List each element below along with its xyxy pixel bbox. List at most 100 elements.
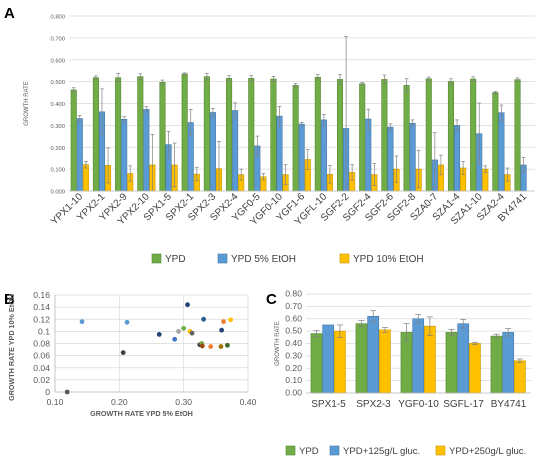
y-tick-label: 0.200 — [50, 146, 65, 152]
bar-ypd — [470, 78, 477, 192]
legend-swatch-ypd-250g-l-gluc- — [435, 445, 446, 456]
y-tick-label: 0.04 — [33, 363, 50, 373]
scatter-point — [208, 344, 214, 349]
scatter-point — [228, 317, 234, 323]
scatter-point — [181, 325, 187, 331]
y-tick-label: 0.12 — [33, 314, 50, 324]
chart-c: 0.00 0.10 0.20 0.30 0.40 0.50 0.60 0.70 0.80 GROW… — [275, 289, 531, 457]
x-tick-label: BY4741 — [491, 399, 527, 410]
y-tick-label: 0.100 — [50, 168, 65, 174]
bar-ypd — [425, 78, 432, 192]
panel-label-b: B — [4, 291, 15, 308]
bar-ypd-250g-l-gluc- — [514, 360, 526, 394]
y-tick-label: 0.80 — [285, 289, 302, 299]
scatter-point — [221, 319, 226, 325]
y-tick-label: 0.70 — [285, 301, 302, 311]
bar-ypd — [248, 78, 255, 192]
y-axis-title: GROWTH RATE — [24, 81, 30, 126]
bar-ypd-250g-l-gluc- — [379, 329, 391, 394]
y-tick-label: 0.300 — [50, 124, 65, 130]
legend-label: YPD 5% EtOH — [231, 254, 296, 265]
x-tick-label: SPX1-5 — [311, 399, 346, 410]
bar-ypd-5-etoh — [320, 119, 327, 192]
x-tick-label: 0.30 — [175, 397, 192, 407]
legend-swatch-ypd-10-etoh — [339, 253, 350, 264]
bar-ypd-10-etoh — [82, 164, 89, 192]
bar-ypd-5-etoh — [387, 126, 394, 192]
bar-ypd — [314, 76, 321, 192]
legend-swatch-ypd-5-etoh — [217, 253, 228, 264]
x-tick-label: 0.40 — [240, 397, 257, 407]
x-tick-label: SGFL-17 — [443, 399, 484, 410]
legend-label: YPD — [299, 446, 319, 457]
bar-ypd-5-etoh — [276, 115, 283, 192]
legend-label: YPD — [165, 254, 186, 265]
bar-ypd — [115, 77, 122, 192]
scatter-point — [225, 342, 230, 348]
y-tick-label: 0.500 — [50, 80, 65, 86]
x-tick-label: 0.20 — [111, 397, 128, 407]
y-tick-label: 0.06 — [33, 351, 50, 361]
x-tick-label: 0.10 — [47, 397, 64, 407]
y-tick-label: 0.60 — [285, 313, 302, 323]
scatter-point — [219, 327, 225, 333]
scatter-point — [124, 319, 130, 325]
bar-ypd-250g-l-gluc- — [424, 325, 436, 394]
bar-ypd-5-etoh — [298, 123, 305, 192]
x-tick-label: YPX1-10 — [49, 191, 85, 227]
y-axis-title: GROWTH RATE YPD 10% EtOH — [7, 294, 16, 401]
y-tick-label: 0.00 — [285, 388, 302, 398]
bar-ypd-250g-l-gluc- — [334, 330, 346, 394]
bar-ypd — [447, 81, 455, 192]
bar-ypd — [355, 323, 368, 394]
scatter-point — [199, 343, 205, 349]
bar-ypd — [292, 85, 299, 192]
bar-ypd-5-etoh — [232, 110, 239, 192]
bar-ypd — [336, 79, 344, 192]
bar-ypd-250g-l-gluc- — [469, 343, 481, 394]
scatter-point — [120, 350, 126, 355]
legend-label: YPD+125g/L gluc. — [343, 446, 420, 457]
bar-ypd-125g-l-gluc- — [457, 323, 470, 394]
y-tick-label: 0.700 — [50, 36, 65, 42]
scatter-point — [189, 330, 195, 336]
x-axis-title: GROWTH RATE YPD 5% EtOH — [90, 409, 193, 418]
bar-ypd — [270, 78, 277, 192]
bar-ypd — [492, 92, 499, 192]
scatter-point — [176, 328, 181, 334]
scatter-point — [64, 389, 70, 395]
bar-ypd — [381, 79, 388, 192]
bar-ypd-125g-l-gluc- — [502, 332, 515, 394]
legend-label: YPD 10% EtOH — [353, 254, 424, 265]
y-tick-label: 0.08 — [33, 339, 50, 349]
bar-ypd — [310, 333, 323, 394]
bar-ypd — [159, 81, 166, 192]
bar-ypd — [359, 83, 366, 192]
bar-ypd — [92, 77, 99, 192]
bar-ypd-5-etoh — [143, 109, 150, 192]
bar-ypd-125g-l-gluc- — [367, 315, 380, 394]
scatter-point — [156, 332, 162, 337]
y-tick-label: 0.16 — [33, 290, 50, 300]
x-tick-label: YGF0-10 — [398, 399, 439, 410]
scatter-point — [218, 344, 224, 349]
y-tick-label: 0.10 — [285, 375, 302, 385]
bar-ypd — [400, 332, 413, 394]
bar-ypd — [70, 89, 77, 192]
y-tick-label: 0.800 — [50, 15, 65, 21]
y-tick-label: 0.20 — [285, 363, 302, 373]
y-tick-label: 0 — [45, 387, 50, 397]
scatter-point — [172, 336, 178, 342]
y-tick-label: 0.02 — [33, 375, 50, 385]
panel-label-c: C — [266, 291, 277, 308]
bar-ypd — [203, 76, 210, 192]
chart-a: 0.000 0.100 0.200 0.300 0.400 0.500 0.600 0.700… — [24, 15, 535, 265]
y-tick-label: 0.400 — [50, 102, 65, 108]
legend-swatch-ypd — [151, 253, 162, 264]
legend-swatch-ypd — [285, 445, 296, 456]
scatter-point — [185, 302, 190, 308]
y-tick-label: 0.000 — [50, 190, 65, 196]
y-tick-label: 0.600 — [50, 58, 65, 64]
bar-ypd — [514, 79, 521, 192]
